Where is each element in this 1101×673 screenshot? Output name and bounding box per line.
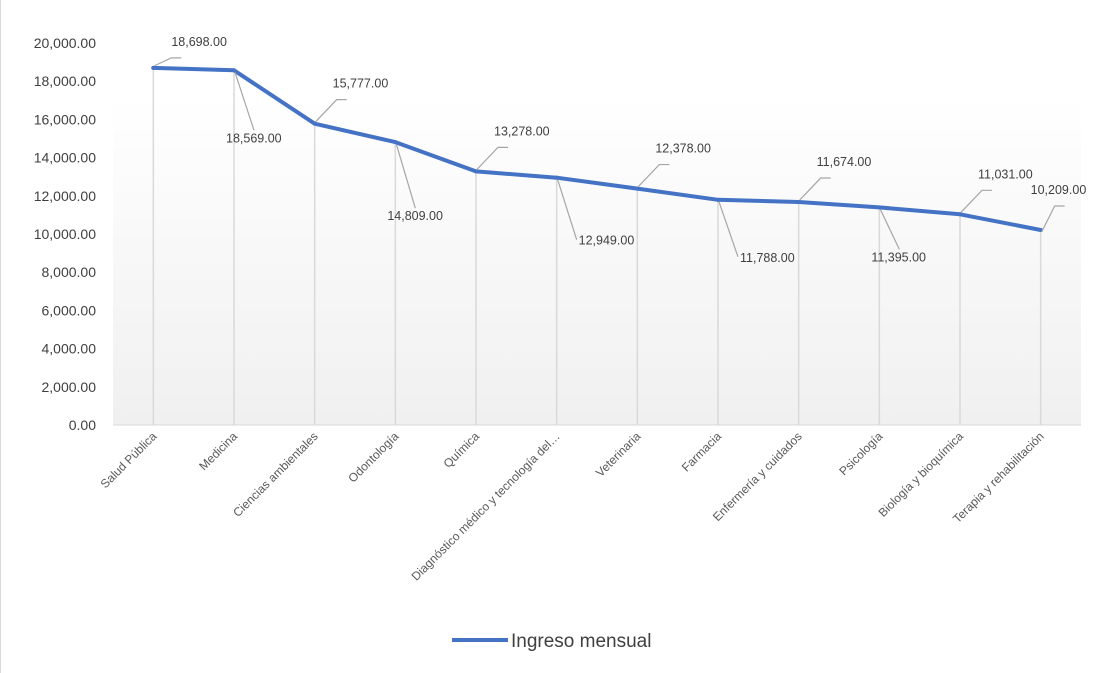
leader-line <box>799 177 831 201</box>
x-tick-label: Salud Pública <box>98 429 160 491</box>
data-point <box>958 212 962 217</box>
data-label: 14,809.00 <box>387 209 443 223</box>
data-point <box>635 186 640 191</box>
y-tick-label: 12,000.00 <box>34 188 96 204</box>
data-label: 12,949.00 <box>579 234 635 248</box>
x-tick-label: Química <box>441 429 483 471</box>
y-tick-label: 4,000.00 <box>42 341 97 357</box>
data-label: 15,777.00 <box>333 77 389 91</box>
legend-label: Ingreso mensual <box>511 631 651 652</box>
data-label: 12,378.00 <box>655 142 711 156</box>
x-tick-label: Diagnóstico médico y tecnología del… <box>409 429 563 583</box>
data-point <box>312 121 317 126</box>
leader-line <box>1041 205 1065 233</box>
data-label: 18,569.00 <box>226 131 282 145</box>
data-point <box>393 140 398 145</box>
x-tick-label: Farmacia <box>679 429 724 474</box>
y-tick-label: 0.00 <box>69 417 96 433</box>
leader-line <box>476 146 508 170</box>
x-tick-label: Veterinaria <box>593 429 644 480</box>
x-tick-label: Enfermería y cuidados <box>710 429 805 524</box>
data-label: 11,395.00 <box>871 250 926 264</box>
plot-area <box>113 96 1081 425</box>
chart-frame-border <box>0 0 1 673</box>
data-label: 11,788.00 <box>740 251 795 265</box>
data-label: 11,674.00 <box>817 155 872 169</box>
series-line-ingreso-mensual <box>151 65 1043 232</box>
leader-line <box>315 99 347 123</box>
data-point <box>474 169 478 174</box>
x-tick-label: Psicología <box>836 429 885 478</box>
y-tick-label: 10,000.00 <box>34 226 96 242</box>
y-tick-label: 16,000.00 <box>34 111 96 127</box>
y-tick-label: 6,000.00 <box>42 302 97 318</box>
data-point <box>796 200 801 205</box>
leader-line <box>879 209 900 250</box>
x-tick-label: Odontología <box>345 429 401 485</box>
y-tick-label: 8,000.00 <box>42 264 97 280</box>
y-tick-label: 2,000.00 <box>42 379 97 395</box>
x-tick-label: Medicina <box>196 429 240 473</box>
data-point <box>877 205 882 210</box>
data-label: 11,031.00 <box>978 167 1033 181</box>
leader-line <box>154 57 182 67</box>
data-label: 10,209.00 <box>1031 183 1087 197</box>
data-point <box>554 175 559 180</box>
leader-line <box>960 189 992 213</box>
x-tick-label: Biología y bioquímica <box>876 429 967 520</box>
y-tick-label: 18,000.00 <box>34 73 96 89</box>
data-label: 18,698.00 <box>171 35 227 49</box>
leader-line <box>234 72 255 131</box>
leader-line <box>395 143 416 209</box>
data-point <box>151 65 156 70</box>
leader-line <box>637 163 670 187</box>
data-point <box>716 197 720 202</box>
leader-line <box>557 179 578 240</box>
data-label: 13,278.00 <box>494 124 550 138</box>
x-tick-label: Ciencias ambientales <box>230 429 321 520</box>
x-tick-label: Terapia y rehabilitación <box>950 429 1047 526</box>
data-point <box>232 68 236 73</box>
leader-line <box>718 201 739 258</box>
y-tick-label: 14,000.00 <box>34 150 96 166</box>
y-tick-label: 20,000.00 <box>34 35 96 51</box>
